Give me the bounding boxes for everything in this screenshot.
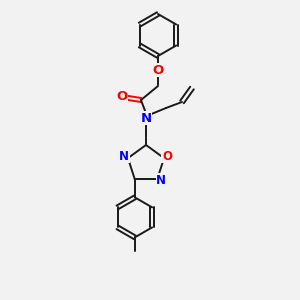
Text: O: O <box>162 150 172 163</box>
Text: O: O <box>116 91 128 103</box>
Text: N: N <box>119 150 129 163</box>
Text: O: O <box>152 64 164 76</box>
Text: N: N <box>156 174 166 187</box>
Text: N: N <box>140 112 152 124</box>
